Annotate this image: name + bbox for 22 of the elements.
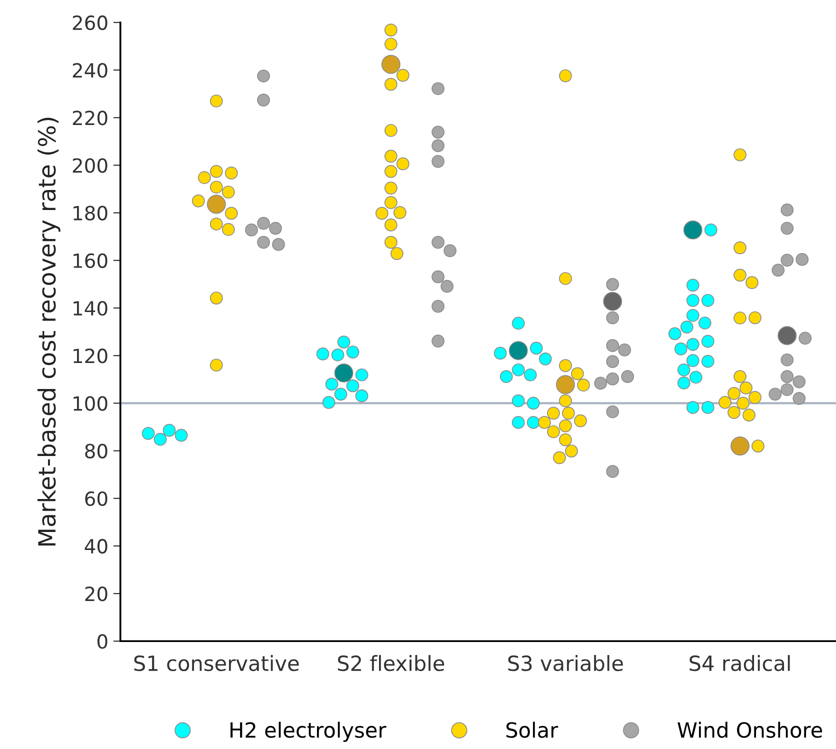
legend-label: Wind Onshore [678,722,822,738]
y-tick-label: 180 [74,206,108,220]
legend-label: H2 electrolyser [230,722,386,742]
y-tick-label: 20 [85,586,108,602]
y-axis-title: Market-based cost recovery rate (%) [38,118,60,546]
y-tick-label: 120 [74,348,108,364]
x-tick-label: S2 flexible [338,655,444,672]
y-tick-label: 100 [74,396,108,411]
y-tick-label: 160 [74,253,108,268]
y-tick-label: 200 [72,158,108,173]
x-tick-label: S1 conservative [134,655,299,672]
y-tick-label: 0 [97,634,108,649]
y-tick-label: 240 [72,63,108,78]
y-tick-label: 220 [72,110,108,126]
legend-label: Solar [506,722,558,738]
y-tick-label: 40 [84,538,108,554]
y-tick-label: 80 [85,444,108,458]
x-tick-label: S4 radical [690,655,790,672]
y-tick-label: 60 [85,491,108,506]
y-tick-label: 260 [72,15,108,30]
x-tick-label: S3 variable [508,655,623,672]
y-tick-label: 140 [74,300,108,316]
